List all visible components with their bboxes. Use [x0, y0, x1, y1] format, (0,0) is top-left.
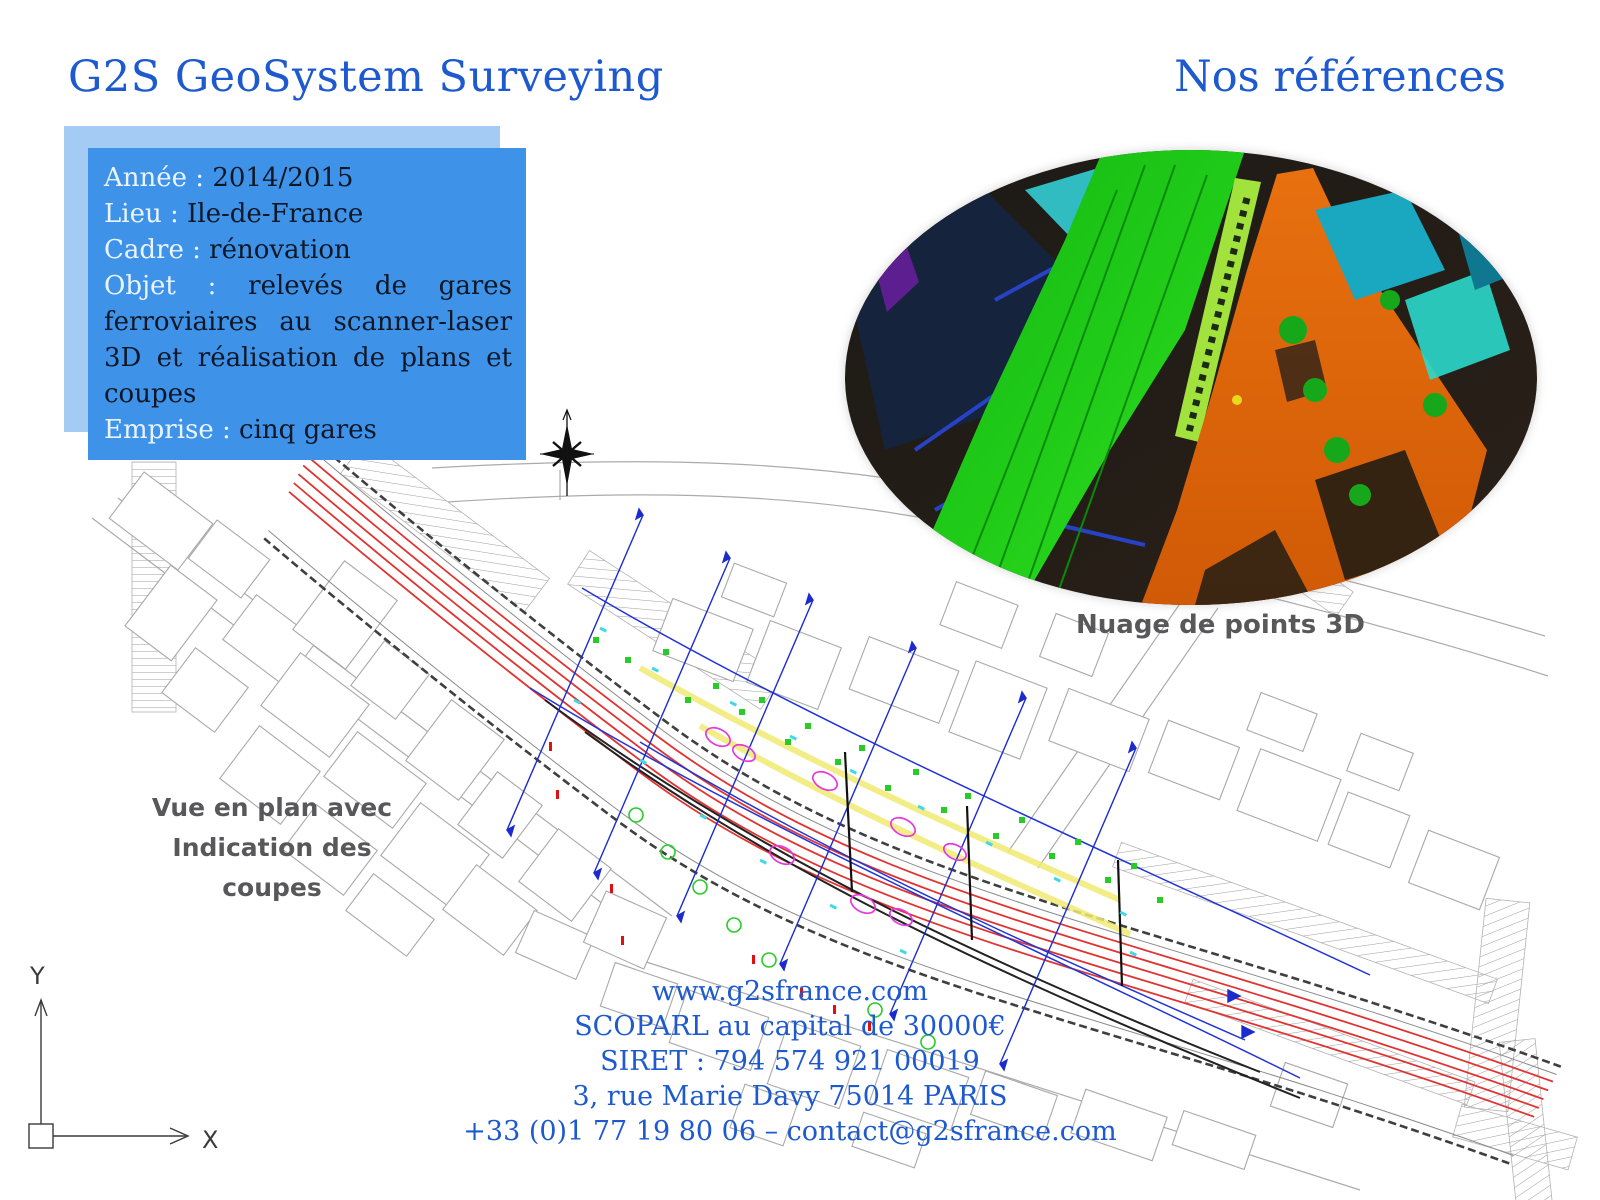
field-cadre-value: rénovation	[209, 235, 351, 265]
pc-train	[1175, 178, 1261, 442]
field-objet-label: Objet :	[104, 271, 249, 301]
plan-survey-circles	[628, 807, 936, 1050]
footer-website: www.g2sfrance.com	[651, 976, 929, 1007]
point-cloud-image	[845, 150, 1537, 605]
plan-section-lines	[506, 507, 1256, 1072]
plan-buildings-right	[652, 562, 1501, 911]
plan-section-markers	[843, 751, 1124, 987]
footer-contact: +33 (0)1 77 19 80 06 – contact@g2sfrance…	[463, 1116, 1117, 1147]
plan-buildings-bottom	[599, 961, 1349, 1171]
plan-detail-ellipses	[705, 726, 968, 927]
field-lieu-label: Lieu :	[104, 199, 188, 229]
pc-trees	[1279, 290, 1447, 506]
footer-siret: SIRET : 794 574 921 00019	[600, 1046, 980, 1077]
track-lines	[288, 455, 1554, 1118]
plan-view-caption: Vue en plan avec Indication des coupes	[140, 788, 404, 908]
plan-caption-line2: Indication des coupes	[172, 833, 372, 902]
footer-company: SCOPARL au capital de 30000€	[574, 1011, 1006, 1042]
north-compass-icon	[540, 408, 594, 496]
footer-address: 3, rue Marie Davy 75014 PARIS	[572, 1081, 1008, 1112]
field-annee-label: Année :	[104, 163, 213, 193]
plan-survey-points	[593, 637, 1163, 903]
platform-lines	[529, 587, 1371, 1079]
field-emprise-value: cinq gares	[239, 415, 377, 445]
field-annee: Année : 2014/2015	[104, 160, 512, 196]
company-footer: www.g2sfrance.com SCOPARL au capital de …	[390, 974, 1190, 1149]
field-lieu: Lieu : Ile-de-France	[104, 196, 512, 232]
pc-railway-band	[900, 150, 1245, 605]
pc-buildings	[1315, 190, 1445, 300]
field-emprise: Emprise : cinq gares	[104, 412, 512, 448]
field-emprise-label: Emprise :	[104, 415, 240, 445]
project-info-box: Année : 2014/2015 Lieu : Ile-de-France C…	[88, 148, 526, 460]
plan-cyan-ticks	[573, 626, 1138, 957]
x-axis-label: X	[202, 1126, 218, 1154]
plan-railway-corridor	[263, 440, 1562, 1165]
plan-caption-line1: Vue en plan avec	[151, 793, 393, 822]
plan-buildings-left	[108, 471, 668, 981]
highlight-bands	[638, 665, 1132, 937]
field-objet: Objet : relevés de gares ferroviaires au…	[104, 268, 512, 412]
field-cadre-label: Cadre :	[104, 235, 210, 265]
ucs-axis-icon: Y X	[28, 962, 218, 1154]
field-objet-value: relevés de gares ferroviaires au scanner…	[104, 271, 512, 409]
field-lieu-value: Ile-de-France	[187, 199, 364, 229]
plan-red-marks	[549, 742, 871, 1031]
y-axis-label: Y	[29, 962, 45, 990]
page-subtitle: Nos références	[1174, 52, 1506, 102]
page-title: G2S GeoSystem Surveying	[68, 52, 664, 102]
field-annee-value: 2014/2015	[212, 163, 354, 193]
field-cadre: Cadre : rénovation	[104, 232, 512, 268]
point-cloud-caption: Nuage de points 3D	[1076, 610, 1365, 640]
